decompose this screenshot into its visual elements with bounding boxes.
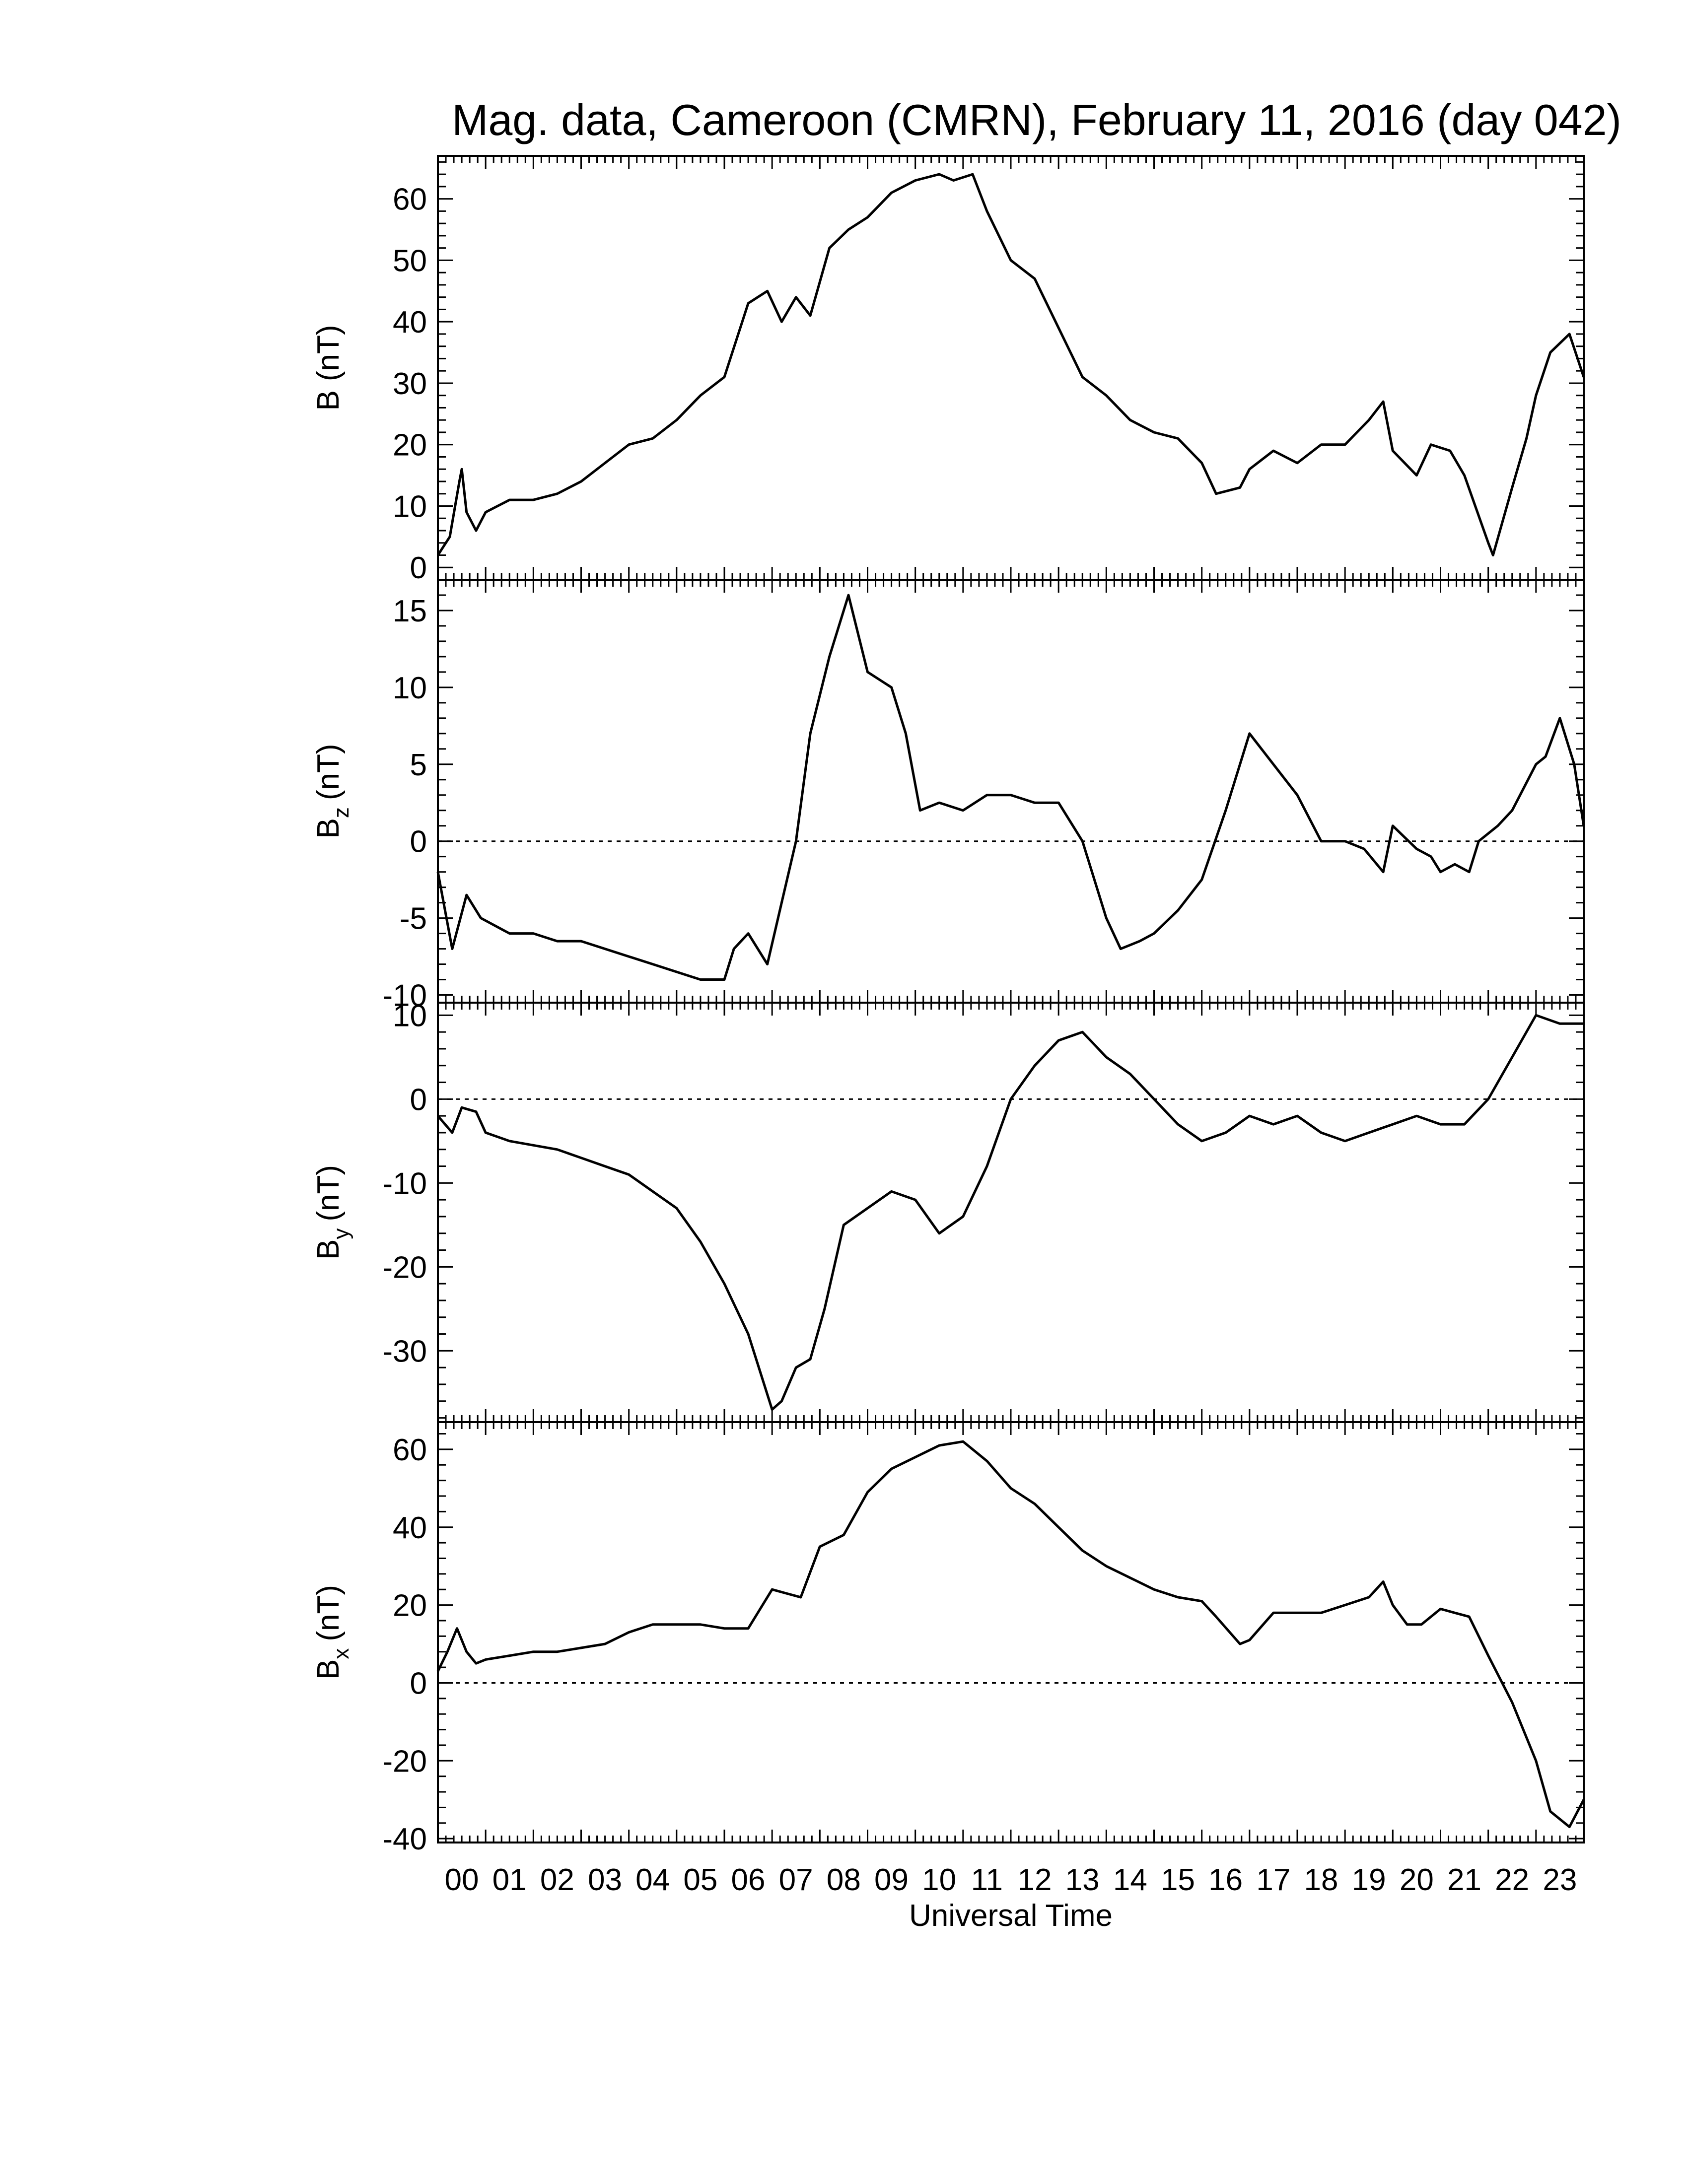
y-tick-label: 10 bbox=[393, 999, 427, 1033]
panel-frame bbox=[437, 579, 1585, 1004]
x-axis-label: Universal Time bbox=[909, 1899, 1113, 1933]
y-tick-label: 0 bbox=[410, 1666, 427, 1701]
x-tick-label: 00 bbox=[445, 1863, 479, 1897]
y-tick-label: 50 bbox=[393, 244, 427, 278]
y-tick-label: 20 bbox=[393, 428, 427, 463]
y-label-unit: (nT) bbox=[311, 1165, 346, 1222]
series-line-b bbox=[436, 173, 1585, 556]
panel-bx: -40 -20 0 20 40 60 Bx (nT) bbox=[311, 1421, 1585, 1856]
series-line-bx bbox=[436, 1440, 1585, 1829]
x-tick-label: 12 bbox=[1018, 1863, 1052, 1897]
x-tick-label: 09 bbox=[874, 1863, 909, 1897]
y-tick-label: 0 bbox=[410, 551, 427, 585]
x-tick-label: 06 bbox=[731, 1863, 766, 1897]
panel-bz: -10 -5 0 5 10 15 Bz (nT) bbox=[311, 579, 1585, 1013]
x-tick-label: 10 bbox=[922, 1863, 956, 1897]
x-tick-label: 16 bbox=[1208, 1863, 1243, 1897]
panels-group: 0 10 20 30 40 50 60 B (nT) -10 -5 0 5 10 15 Bz (nT) -30 -2… bbox=[311, 155, 1585, 1856]
y-tick-label: -40 bbox=[382, 1822, 427, 1856]
x-tick-label: 22 bbox=[1495, 1863, 1529, 1897]
x-tick-label: 20 bbox=[1400, 1863, 1434, 1897]
y-axis-label: B (nT) bbox=[311, 325, 346, 410]
y-axis-label: Bx (nT) bbox=[311, 1585, 353, 1680]
y-tick-label: 60 bbox=[393, 1433, 427, 1467]
y-tick-label: -20 bbox=[382, 1744, 427, 1778]
y-label-unit: (nT) bbox=[311, 325, 346, 381]
y-label-main: B bbox=[311, 390, 346, 410]
x-tick-label: 07 bbox=[779, 1863, 813, 1897]
y-tick-label: -10 bbox=[382, 979, 427, 1013]
panel-frame bbox=[437, 1002, 1585, 1423]
y-label-sub: y bbox=[329, 1228, 353, 1239]
y-tick-label: 10 bbox=[393, 489, 427, 524]
time-axis: 00 01 02 03 04 05 06 07 08 09 10 11 12 13 14 15 16 17 18 19… bbox=[445, 1863, 1577, 1897]
x-tick-label: 18 bbox=[1304, 1863, 1338, 1897]
x-tick-label: 04 bbox=[635, 1863, 670, 1897]
y-label-main: B bbox=[311, 1659, 346, 1680]
y-tick-label: 10 bbox=[393, 671, 427, 705]
y-tick-label: 40 bbox=[393, 305, 427, 340]
y-tick-label: 60 bbox=[393, 183, 427, 217]
series-line-by bbox=[437, 1014, 1584, 1411]
y-tick-label: -10 bbox=[382, 1166, 427, 1201]
x-tick-label: 23 bbox=[1543, 1863, 1577, 1897]
y-tick-label: 0 bbox=[410, 825, 427, 859]
x-tick-label: 17 bbox=[1256, 1863, 1290, 1897]
y-label-sub: z bbox=[329, 807, 353, 818]
panel-b: 0 10 20 30 40 50 60 B (nT) bbox=[311, 155, 1585, 585]
x-tick-label: 19 bbox=[1352, 1863, 1386, 1897]
y-axis-label: By (nT) bbox=[311, 1165, 353, 1260]
x-tick-label: 21 bbox=[1447, 1863, 1481, 1897]
panel-frame bbox=[437, 1421, 1585, 1843]
y-label-unit: (nT) bbox=[311, 1585, 346, 1641]
figure-title: Mag. data, Cameroon (CMRN), February 11,… bbox=[452, 95, 1621, 144]
y-tick-label: -20 bbox=[382, 1250, 427, 1285]
y-tick-label: 5 bbox=[410, 748, 427, 782]
x-tick-label: 02 bbox=[540, 1863, 574, 1897]
panel-by: -30 -20 -10 0 10 By (nT) bbox=[311, 999, 1585, 1423]
y-label-main: B bbox=[311, 1239, 346, 1260]
y-label-unit: (nT) bbox=[311, 744, 346, 800]
y-tick-label: -30 bbox=[382, 1334, 427, 1368]
x-tick-label: 05 bbox=[683, 1863, 717, 1897]
y-tick-label: 20 bbox=[393, 1589, 427, 1623]
x-tick-label: 14 bbox=[1113, 1863, 1147, 1897]
x-tick-label: 11 bbox=[971, 1863, 1003, 1897]
y-tick-label: 15 bbox=[393, 594, 427, 628]
x-tick-label: 13 bbox=[1065, 1863, 1100, 1897]
y-tick-label: 40 bbox=[393, 1511, 427, 1545]
y-tick-label: -5 bbox=[400, 902, 427, 936]
panel-frame bbox=[437, 155, 1585, 581]
y-label-main: B bbox=[311, 818, 346, 838]
x-tick-label: 08 bbox=[827, 1863, 861, 1897]
series-line-bz bbox=[436, 594, 1585, 981]
x-tick-label: 01 bbox=[492, 1863, 527, 1897]
x-tick-label: 15 bbox=[1161, 1863, 1195, 1897]
y-axis-label: Bz (nT) bbox=[311, 744, 353, 838]
y-tick-label: 30 bbox=[393, 367, 427, 401]
x-tick-label: 03 bbox=[588, 1863, 622, 1897]
y-label-sub: x bbox=[329, 1648, 353, 1659]
y-tick-label: 0 bbox=[410, 1083, 427, 1117]
